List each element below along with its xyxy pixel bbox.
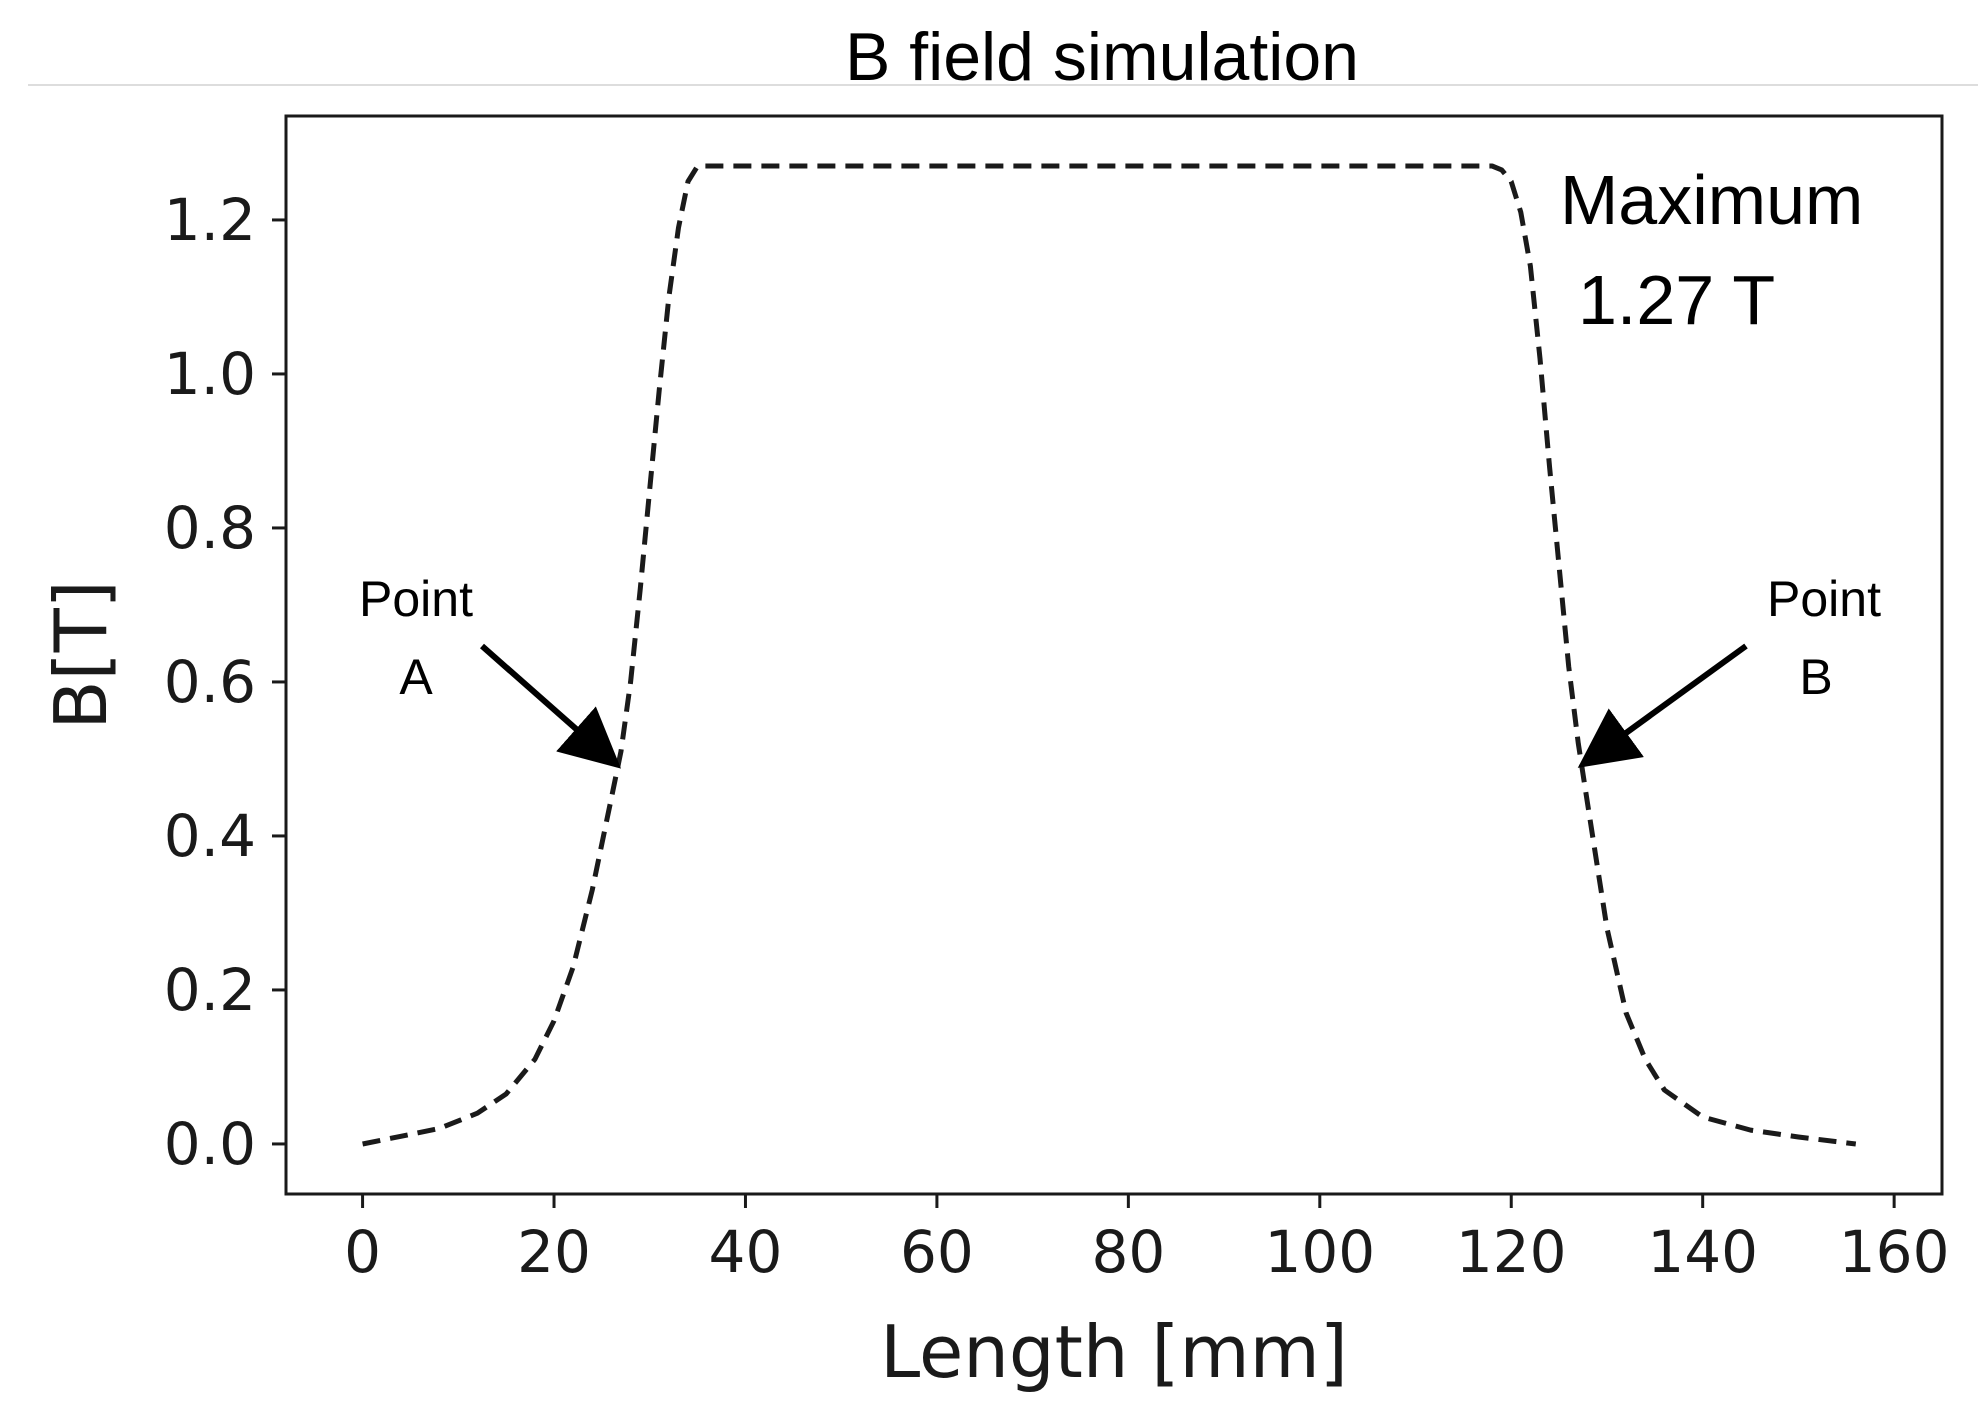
y-tick-label: 0.4 [164,802,256,870]
x-tick-label: 80 [1091,1218,1165,1286]
y-axis-label: B[T] [39,580,123,730]
x-tick-label: 160 [1839,1218,1950,1286]
x-tick-label: 20 [517,1218,591,1286]
y-tick-label: 1.2 [164,186,256,254]
y-axis: 0.0 0.2 0.4 0.6 0.8 1.0 1.2 [164,186,286,1178]
x-axis-label: Length [mm] [880,1310,1348,1394]
annotation-maximum: Maximum 1.27 T [1560,161,1863,339]
x-tick-label: 100 [1264,1218,1375,1286]
annotation-point-a-line2: A [399,649,433,705]
annotation-point-b-line1: Point [1767,571,1881,627]
annotation-point-b-line2: B [1799,649,1832,705]
x-axis: 0 20 40 60 80 100 120 140 160 [344,1194,1949,1286]
y-tick-label: 0.6 [164,648,256,716]
annotation-point-a-line1: Point [359,571,473,627]
x-tick-label: 140 [1647,1218,1758,1286]
y-tick-label: 0.2 [164,956,256,1024]
annotation-point-a-arrow [480,643,621,769]
x-tick-label: 120 [1456,1218,1567,1286]
annotation-point-a: Point A [359,571,621,769]
chart-title: B field simulation [845,19,1359,95]
x-tick-label: 0 [344,1218,381,1286]
annotation-point-b-arrow [1577,643,1748,768]
x-tick-label: 40 [709,1218,783,1286]
y-tick-label: 0.8 [164,494,256,562]
series-line-0 [362,163,1857,1147]
y-tick-label: 0.0 [164,1110,256,1178]
x-tick-label: 60 [900,1218,974,1286]
annotation-point-b: Point B [1577,571,1881,768]
annotation-maximum-line1: Maximum [1560,161,1863,239]
y-tick-label: 1.0 [164,340,256,408]
plot-area-frame [284,114,1944,1196]
annotation-maximum-line2: 1.27 T [1578,261,1775,339]
series-group [362,163,1857,1147]
